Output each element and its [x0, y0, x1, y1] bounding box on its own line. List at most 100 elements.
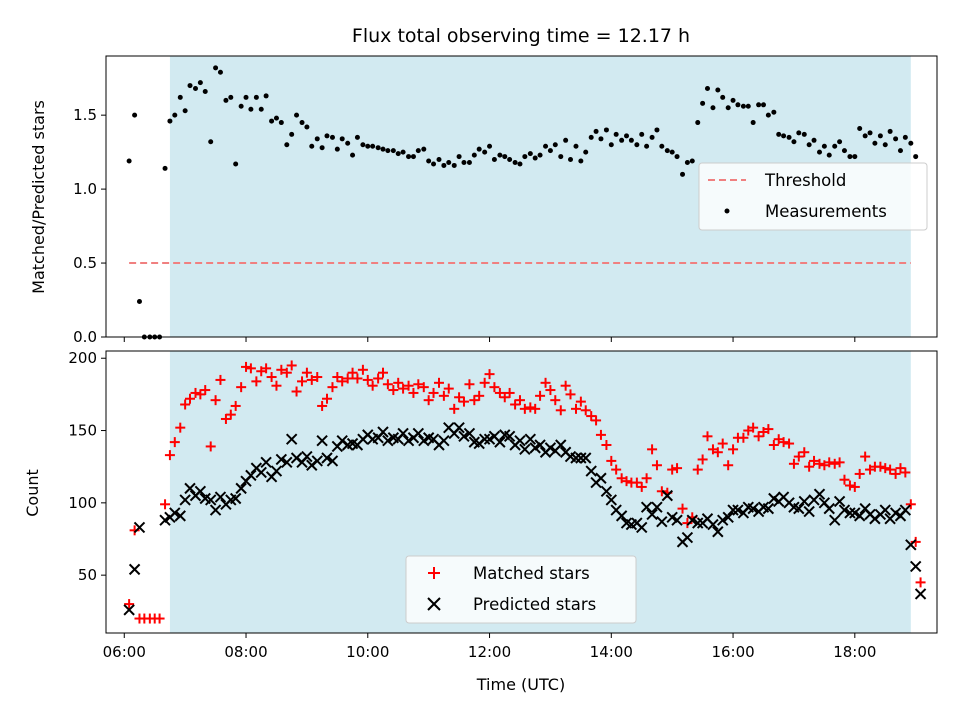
measurement-point — [446, 159, 452, 165]
predicted-star-point — [914, 588, 927, 600]
measurement-point — [527, 151, 533, 157]
measurement-point — [324, 133, 330, 139]
x-tick-label: 10:00 — [346, 643, 389, 661]
measurement-point — [654, 127, 660, 133]
matched-star-point — [261, 363, 272, 374]
measurement-point — [476, 146, 482, 152]
matched-star-point — [474, 390, 485, 401]
matched-star-point — [809, 455, 820, 466]
predicted-star-point — [235, 482, 247, 495]
measurement-point — [502, 154, 508, 160]
measurement-point — [817, 149, 823, 155]
matched-star-point — [606, 455, 617, 466]
predicted-star-point — [636, 521, 648, 534]
predicted-star-point — [285, 433, 298, 445]
measurement-point — [228, 94, 234, 100]
matched-star-point — [530, 403, 541, 414]
measurement-point — [786, 134, 792, 140]
matched-star-point — [408, 387, 419, 398]
measurement-point — [837, 139, 843, 145]
predicted-star-point — [651, 501, 663, 513]
matched-star-point — [591, 415, 602, 426]
measurement-point — [887, 128, 893, 134]
matched-star-point — [398, 383, 409, 394]
matched-star-point — [895, 463, 906, 474]
matched-star-point — [382, 379, 393, 390]
matched-star-point — [373, 373, 384, 384]
predicted-star-point — [570, 452, 582, 464]
matched-star-point — [611, 464, 622, 475]
matched-star-point — [631, 477, 642, 488]
measurement-point — [132, 112, 138, 118]
measurement-point — [269, 118, 275, 124]
bottom-y-axis-label: Count — [23, 469, 42, 517]
measurement-point — [512, 159, 518, 165]
bottom-legend: Matched stars Predicted stars — [405, 555, 637, 624]
top-panel: 0.0 0.5 1.0 1.5 Matched/Predicted stars Thr… — [29, 55, 938, 346]
matched-star-point — [438, 390, 449, 401]
measurement-point — [273, 115, 279, 121]
matched-star-point — [301, 367, 312, 378]
predicted-star-point — [133, 521, 146, 534]
matched-star-point — [793, 451, 804, 462]
predicted-star-point — [575, 452, 587, 464]
matched-star-point — [723, 460, 734, 471]
measurement-point — [608, 142, 614, 148]
matched-star-point — [672, 463, 683, 474]
measurement-point — [776, 131, 782, 137]
legend-threshold-label: Threshold — [764, 171, 846, 190]
predicted-star-point — [640, 501, 653, 513]
measurement-point — [624, 133, 630, 139]
predicted-star-point — [692, 517, 704, 529]
matched-star-point — [799, 447, 810, 458]
measurement-point — [796, 130, 802, 136]
measurement-point — [669, 149, 675, 155]
matched-star-point — [514, 395, 525, 406]
matched-star-point — [215, 374, 226, 385]
matched-star-point — [337, 376, 348, 387]
predicted-star-point — [716, 514, 729, 526]
predicted-star-point — [194, 485, 207, 497]
measurement-point — [177, 94, 183, 100]
measurement-point — [644, 143, 650, 149]
matched-star-point — [124, 599, 135, 610]
predicted-star-point — [377, 426, 389, 438]
predicted-star-point — [270, 465, 283, 477]
measurement-point — [583, 149, 589, 155]
measurement-point — [649, 134, 655, 140]
matched-star-point — [880, 463, 891, 474]
measurement-point — [385, 148, 391, 154]
measurement-point — [517, 161, 523, 167]
y-tick-label: 0.0 — [73, 328, 97, 346]
matched-star-point — [499, 392, 510, 403]
measurement-point — [659, 143, 665, 149]
matched-star-point — [362, 374, 373, 385]
predicted-star-point — [671, 514, 683, 526]
predicted-star-point — [909, 560, 922, 573]
predicted-star-point — [458, 430, 470, 443]
matched-star-point — [580, 405, 591, 416]
measurement-point — [700, 100, 706, 106]
measurement-point — [841, 148, 847, 154]
matched-star-point — [449, 403, 460, 414]
measurement-point — [182, 108, 188, 114]
measurement-point — [791, 139, 797, 145]
matched-star-point — [763, 424, 774, 435]
matched-star-point — [245, 363, 256, 374]
matched-star-point — [824, 457, 835, 468]
measurement-point — [248, 106, 254, 112]
matched-star-point — [185, 393, 196, 404]
measurement-point — [243, 94, 249, 100]
predicted-star-point — [301, 450, 313, 463]
measurement-point — [263, 93, 269, 99]
measurement-point — [466, 159, 472, 165]
predicted-star-point — [275, 453, 288, 466]
matched-star-point — [357, 364, 368, 375]
matched-star-point — [236, 382, 247, 393]
x-tick-label: 08:00 — [224, 643, 267, 661]
measurement-point — [451, 162, 457, 168]
predicted-star-point — [514, 434, 526, 447]
x-tick-label: 12:00 — [468, 643, 511, 661]
measurement-point — [619, 137, 625, 143]
measurement-point — [395, 151, 401, 157]
